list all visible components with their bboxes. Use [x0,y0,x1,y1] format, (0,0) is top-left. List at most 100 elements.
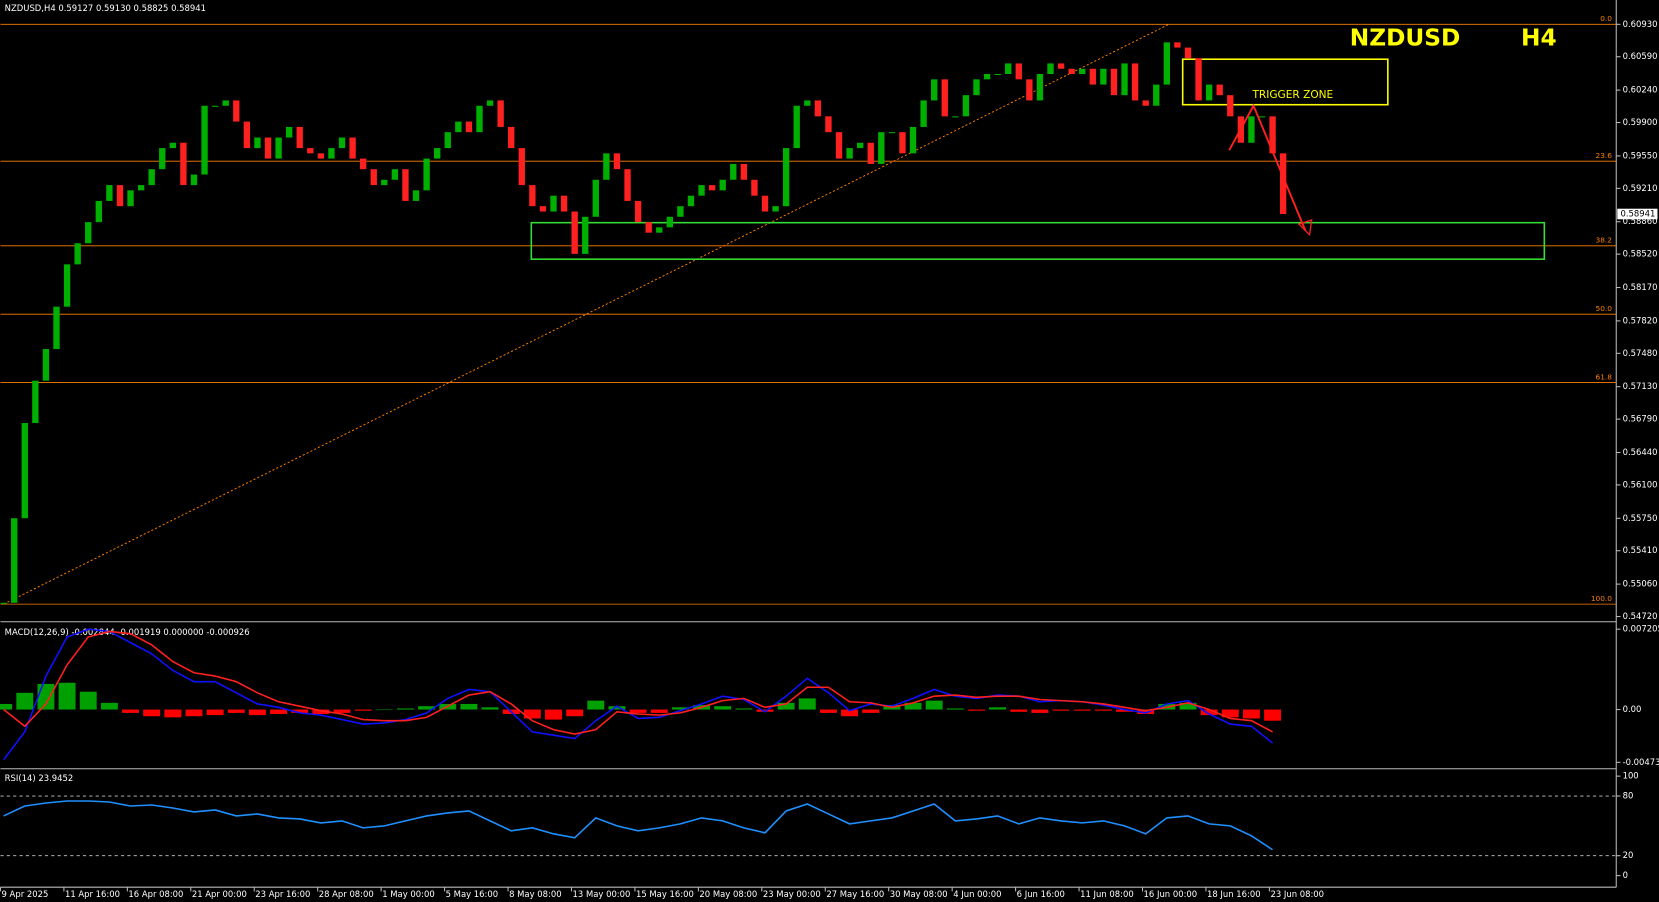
candle [1174,42,1181,48]
candle [307,148,314,154]
candle [381,179,388,186]
histogram-bar [523,709,541,719]
candle [1121,63,1128,96]
histogram-bar [100,702,118,710]
candle [486,100,494,106]
histogram-bar [1031,709,1049,713]
arrow-head [1297,219,1313,237]
y-tick-label: 0.59900 [1623,117,1658,127]
candle [1248,116,1255,143]
histogram-bar [291,709,309,713]
histogram-bar [58,682,76,710]
histogram-bar [397,708,414,710]
candle [465,121,473,133]
x-tick-label: 23 Jun 08:00 [1270,889,1324,899]
histogram-bar [1116,709,1133,712]
histogram-bar [629,709,647,713]
histogram-bar [714,706,732,710]
x-tick-label: 11 Jun 08:00 [1080,889,1134,899]
candle [85,222,92,244]
histogram-bar [206,709,224,716]
y-tick-label: 0.55060 [1623,579,1658,589]
candle [962,95,970,117]
histogram-bar [1264,709,1282,721]
candle [32,380,39,424]
candle [550,195,557,212]
x-tick-label: 13 May 00:00 [573,889,631,899]
candle [328,148,335,159]
x-tick-label: 5 May 16:00 [446,889,499,899]
candle [434,148,441,159]
candle [687,195,695,207]
histogram-bar [418,706,436,710]
candle [349,137,356,159]
candle [1100,68,1107,85]
histogram-bar [1010,709,1028,712]
y-tick-label: 0.56440 [1623,447,1658,457]
histogram-bar [1137,709,1155,715]
candle [730,163,737,180]
candle [275,137,282,159]
candle [772,206,779,212]
candle [476,105,483,133]
y-tick-label: 0.56100 [1623,479,1658,489]
candle [613,153,621,170]
y-tick-label: 0.55750 [1623,513,1658,523]
fib-label: 50.0 [1596,304,1613,313]
candle [1057,63,1065,69]
candle [867,142,874,164]
histogram-bar [841,709,859,717]
histogram-bar [735,708,753,710]
candle [1153,84,1160,106]
rsi-title: RSI(14) 23.9452 [5,773,74,783]
histogram-bar [1179,702,1197,710]
candle [1227,95,1234,117]
zone [530,221,1546,260]
candle [677,206,684,217]
candle [1005,63,1012,75]
candle [994,74,1001,76]
histogram-bar [862,709,880,713]
histogram-bar [481,707,499,710]
candle [402,169,409,201]
candle [508,126,515,149]
histogram-bar [968,709,985,711]
rsi-line [3,800,1274,851]
histogram-bar [122,709,139,713]
symbol-title: NZDUSD [1350,25,1461,52]
y-tick-label: 0.59210 [1623,183,1658,193]
x-tick-label: 6 Jun 16:00 [1017,889,1065,899]
candle [645,222,652,233]
y-tick-label: 100 [1623,771,1639,781]
candle [455,121,462,133]
candle [1216,84,1223,96]
candle [359,158,367,170]
histogram-bar [545,709,562,720]
histogram-bar [375,709,393,711]
histogram-bar [460,703,478,710]
candle [656,227,663,233]
x-tick-label: 1 May 00:00 [382,889,435,899]
candle [11,518,18,603]
candle [74,243,81,265]
candle [518,148,525,186]
y-tick-label: 0.58170 [1623,282,1658,292]
histogram-bar [946,708,964,710]
fib-label: 38.2 [1596,236,1612,245]
x-tick-label: 16 Jun 00:00 [1144,889,1198,899]
candle [1015,63,1022,80]
candle [1279,153,1287,214]
x-tick-label: 9 Apr 2025 [2,889,49,899]
histogram-bar [671,707,689,710]
histogram-bar [777,702,795,710]
candle [1269,116,1276,154]
histogram-bar [37,683,55,710]
x-tick-label: 28 Apr 08:00 [319,889,374,899]
candle [888,132,896,134]
histogram-bar [1073,709,1091,711]
candle [878,132,885,164]
histogram-bar [164,709,182,718]
x-tick-label: 18 Jun 16:00 [1207,889,1261,899]
